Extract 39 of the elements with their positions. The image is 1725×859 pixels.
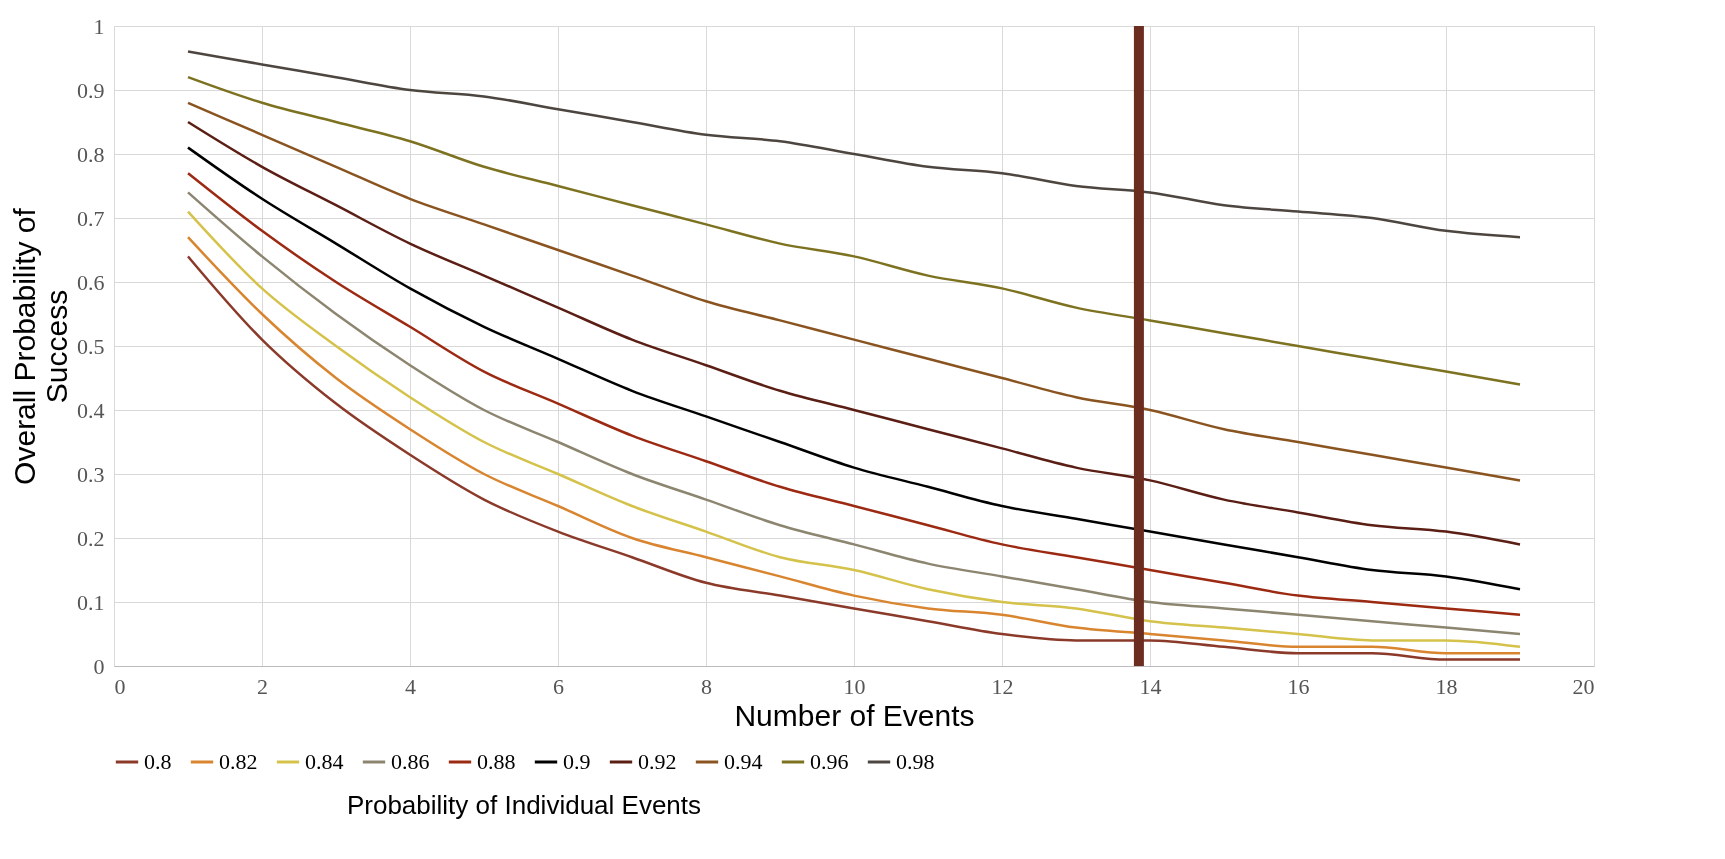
legend-title: Probability of Individual Events [346, 790, 702, 820]
x-tick-label: 18 [1435, 673, 1458, 699]
x-tick-label: 6 [553, 673, 564, 699]
line-series [186, 50, 1522, 239]
legend-label: 0.92 [638, 749, 677, 774]
x-tick-label: 14 [1139, 673, 1162, 699]
y-tick-label: 0.6 [77, 269, 105, 295]
x-tick-label: 4 [405, 673, 416, 699]
y-tick-label: 0 [93, 653, 105, 679]
x-axis-title: Number of Events [734, 698, 975, 732]
legend-label: 0.9 [563, 749, 591, 774]
legend-label: 0.88 [477, 749, 516, 774]
y-axis-title: Overall Probability of Success [8, 207, 73, 485]
x-tick-label: 12 [991, 673, 1014, 699]
y-tick-label: 0.9 [77, 77, 105, 103]
legend-label: 0.84 [305, 749, 344, 774]
legend-label: 0.82 [219, 749, 258, 774]
y-tick-label: 0.1 [77, 589, 105, 615]
y-tick-label: 0.8 [77, 141, 105, 167]
x-tick-label: 0 [114, 673, 126, 699]
legend-label: 0.96 [810, 749, 849, 774]
line-series [186, 75, 1522, 386]
x-tick-label: 2 [257, 673, 268, 699]
y-tick-label: 0.4 [77, 397, 105, 423]
legend-label: 0.8 [144, 749, 172, 774]
legend-label: 0.94 [724, 749, 763, 774]
y-tick-label: 0.7 [77, 205, 105, 231]
y-tick-label: 1 [93, 13, 105, 39]
line-series [186, 120, 1522, 546]
x-tick-label: 10 [843, 673, 866, 699]
y-tick-label: 0.2 [77, 525, 105, 551]
y-tick-label: 0.3 [77, 461, 105, 487]
x-tick-label: 8 [701, 673, 712, 699]
legend-label: 0.98 [896, 749, 935, 774]
x-tick-label: 16 [1287, 673, 1310, 699]
legend-label: 0.86 [391, 749, 430, 774]
x-tick-label: 20 [1572, 673, 1595, 699]
y-tick-label: 0.5 [77, 333, 105, 359]
line-series [186, 101, 1522, 482]
